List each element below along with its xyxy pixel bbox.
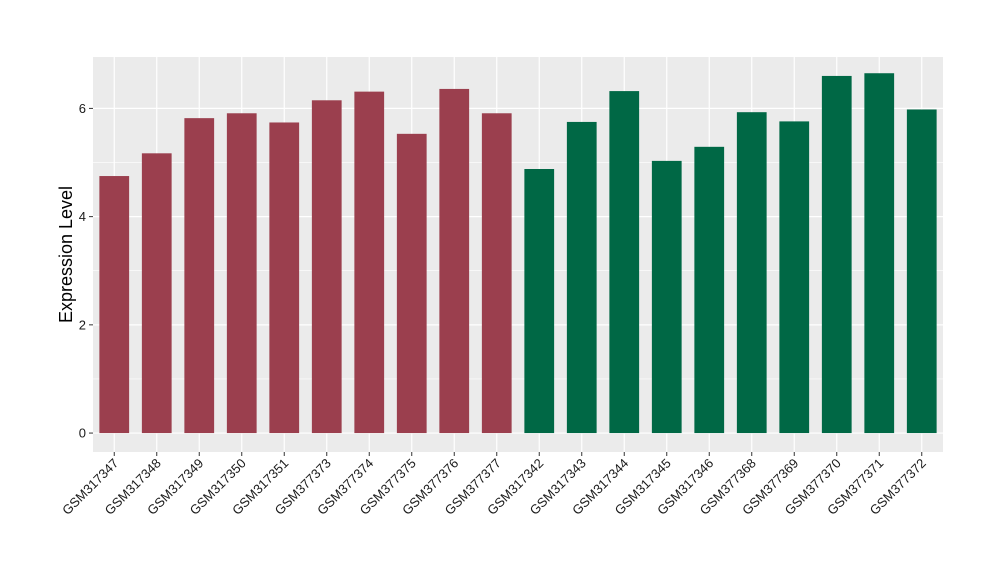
- bar-GSM377372: [906, 109, 937, 434]
- bar-GSM377369: [779, 121, 810, 434]
- y-axis-title: Expression Level: [56, 186, 76, 323]
- y-axis: 0 2 4 6: [79, 101, 93, 441]
- bar-GSM377371: [864, 73, 895, 434]
- y-tick-label: 2: [79, 317, 86, 332]
- bar-GSM377373: [311, 100, 342, 434]
- bar-GSM317344: [609, 91, 640, 434]
- y-tick-label: 0: [79, 426, 86, 441]
- bar-GSM377377: [481, 113, 512, 434]
- bar-GSM377374: [354, 91, 385, 434]
- bar-GSM317346: [694, 146, 725, 434]
- bar-GSM317351: [269, 122, 300, 434]
- plot-panel: [93, 57, 943, 452]
- bar-GSM317342: [524, 169, 555, 434]
- bars: [99, 73, 937, 434]
- bar-GSM317345: [651, 160, 682, 434]
- x-axis: GSM317347GSM317348GSM317349GSM317350GSM3…: [59, 452, 929, 518]
- y-tick-label: 4: [79, 209, 86, 224]
- bar-GSM377370: [821, 75, 852, 434]
- bar-GSM317349: [184, 118, 215, 434]
- bar-GSM377376: [439, 88, 470, 434]
- bar-GSM377368: [736, 112, 767, 434]
- bar-GSM317348: [141, 153, 172, 434]
- bar-GSM377375: [396, 133, 427, 434]
- bar-GSM317350: [226, 113, 257, 434]
- bar-GSM317347: [99, 176, 130, 434]
- y-tick-label: 6: [79, 101, 86, 116]
- bar-GSM317343: [566, 121, 597, 434]
